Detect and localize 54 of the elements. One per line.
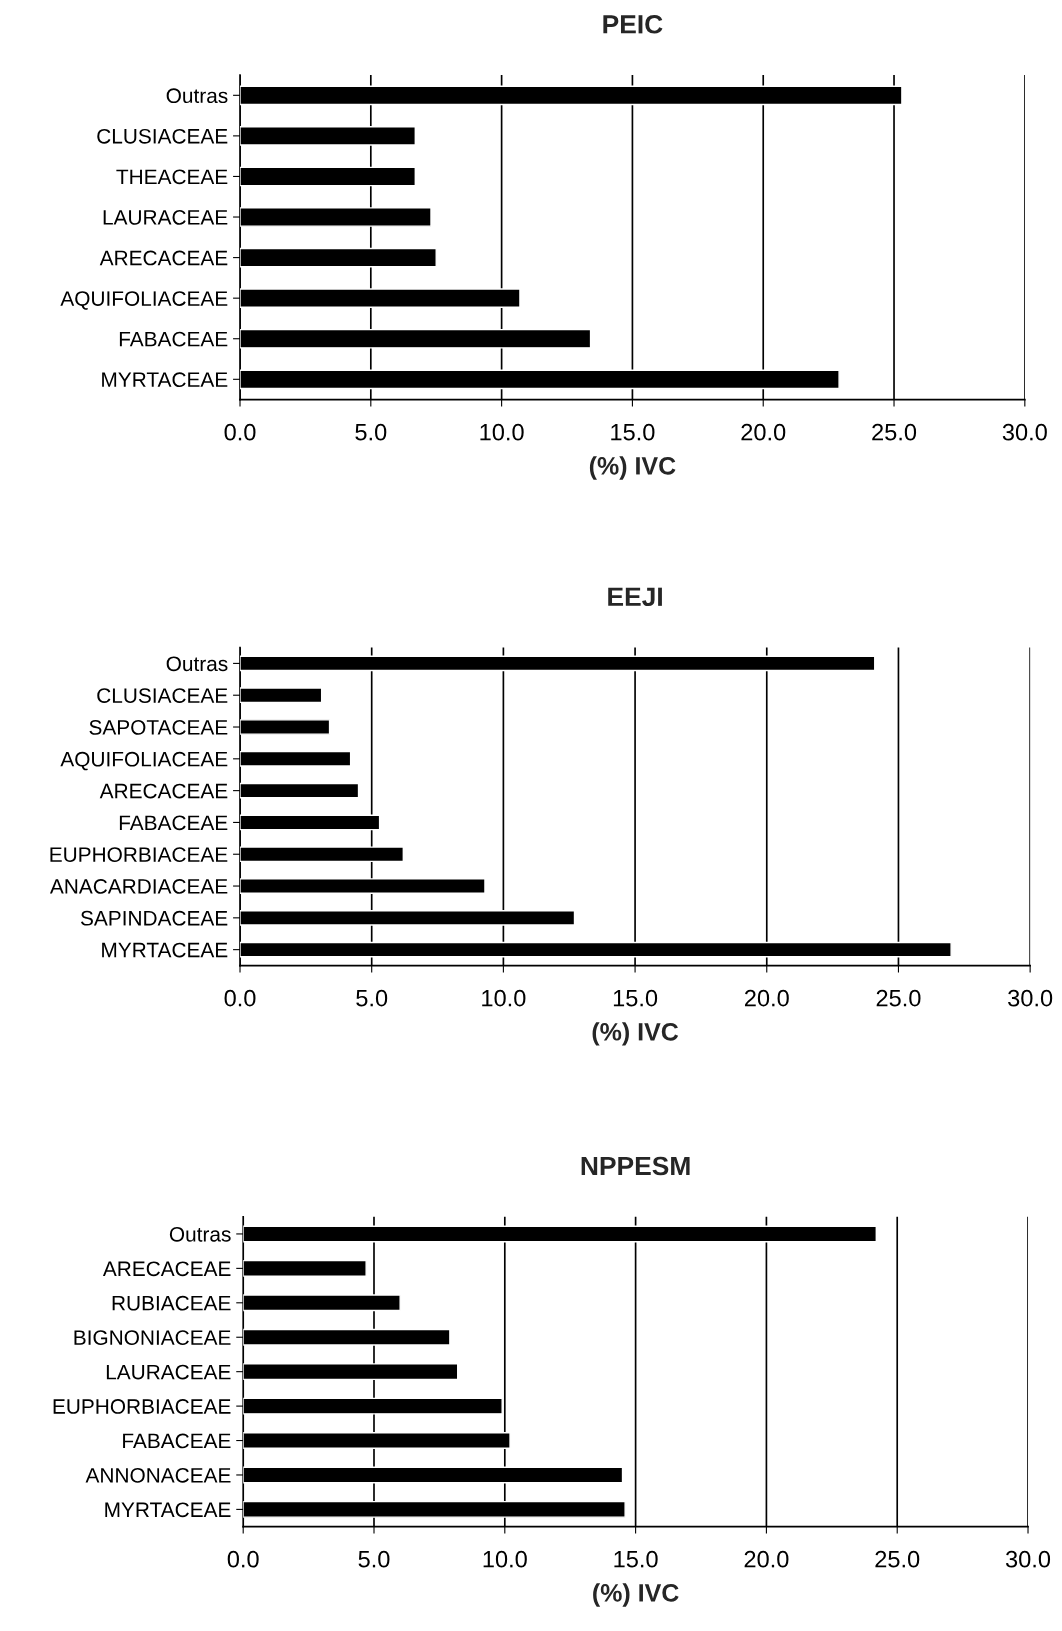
chart-title: PEIC [603, 14, 663, 34]
y-tick-label: ANNONACEAE [85, 1467, 231, 1483]
x-axis-title: (%) IVC [593, 1583, 679, 1607]
y-tick-label: CLUSIACEAE [97, 688, 228, 703]
y-tick-label: Outras [166, 88, 228, 104]
x-tick-label: 15.0 [614, 1550, 658, 1568]
x-tick-label: 30.0 [1008, 989, 1053, 1007]
y-tick-label: ARECACEAE [99, 250, 228, 266]
x-tick-label: 5.0 [355, 423, 387, 441]
y-tick-label: MYRTACEAE [102, 942, 228, 958]
x-tick-label: 15.0 [613, 989, 658, 1007]
x-axis-title: (%) IVC [592, 1022, 679, 1046]
y-tick-label: MYRTACEAE [102, 372, 228, 388]
x-tick-label: 0.0 [224, 423, 256, 441]
x-tick-label: 0.0 [224, 989, 256, 1007]
y-tick-label: AQUIFOLIACEAE [60, 751, 228, 771]
y-tick-label: AQUIFOLIACEAE [60, 291, 228, 310]
y-tick-label: THEACEAE [116, 169, 228, 185]
x-axis-title: (%) IVC [589, 456, 676, 480]
y-tick-label: EUPHORBIACEAE [50, 847, 228, 862]
x-tick-label: 30.0 [1002, 423, 1047, 441]
y-tick-label: FABACEAE [119, 331, 228, 347]
y-tick-label: BIGNONIACEAE [74, 1330, 231, 1345]
y-tick-label: LAURACEAE [103, 210, 228, 225]
x-tick-label: 30.0 [1005, 1550, 1051, 1568]
x-tick-label: 20.0 [744, 989, 789, 1007]
x-tick-label: 5.0 [358, 1550, 390, 1568]
y-tick-label: RUBIACEAE [112, 1295, 231, 1311]
y-tick-label: SAPINDACEAE [80, 910, 228, 926]
y-tick-label: CLUSIACEAE [97, 128, 228, 144]
x-tick-label: 5.0 [356, 989, 388, 1007]
x-tick-label: 10.0 [480, 423, 524, 441]
x-tick-label: 10.0 [482, 989, 526, 1007]
y-tick-label: SAPOTACEAE [89, 720, 228, 735]
x-tick-label: 15.0 [611, 423, 655, 441]
x-tick-label: 25.0 [876, 989, 921, 1007]
x-tick-label: 25.0 [875, 1550, 920, 1568]
y-tick-label: ARECACEAE [102, 1261, 231, 1277]
x-tick-label: 20.0 [741, 423, 786, 441]
y-tick-label: LAURACEAE [106, 1364, 231, 1380]
x-tick-label: 10.0 [483, 1550, 527, 1568]
y-tick-label: ARECACEAE [99, 783, 228, 799]
y-tick-label: FABACEAE [123, 1433, 231, 1449]
y-tick-label: MYRTACEAE [105, 1502, 231, 1518]
x-tick-label: 20.0 [744, 1550, 789, 1568]
x-tick-label: 0.0 [227, 1550, 259, 1568]
y-tick-label: FABACEAE [119, 815, 228, 831]
y-tick-label: ANACARDIACEAE [49, 879, 228, 894]
y-tick-label: Outras [166, 656, 228, 672]
y-tick-label: Outras [169, 1226, 231, 1242]
y-tick-label: EUPHORBIACEAE [53, 1399, 231, 1414]
chart-title: EEJI [608, 587, 662, 607]
chart-title: NPPESM [581, 1156, 690, 1176]
x-tick-label: 25.0 [872, 423, 917, 441]
